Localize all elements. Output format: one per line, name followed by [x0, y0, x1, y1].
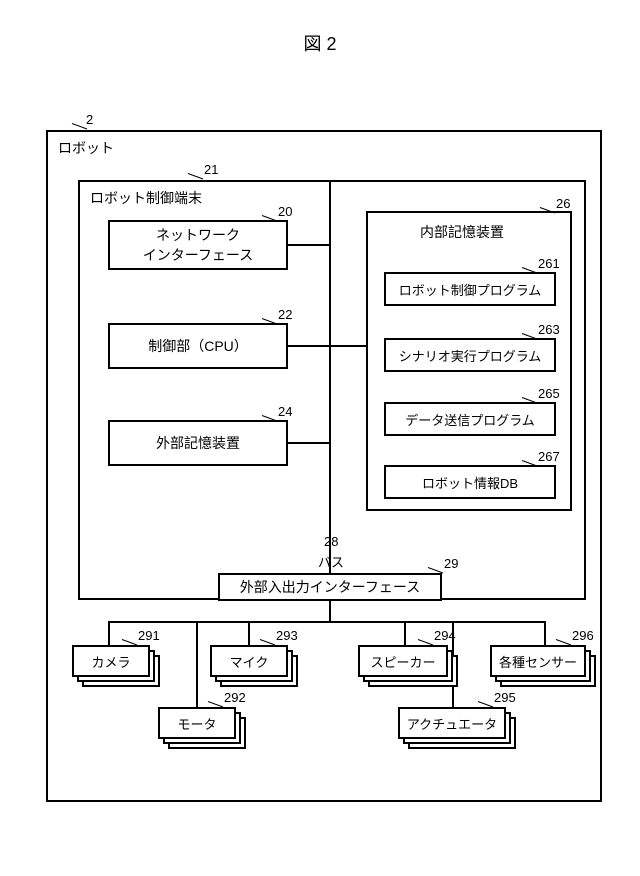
speaker-lead	[418, 634, 436, 644]
prog1-lead	[522, 262, 540, 272]
int-storage-label: 内部記憶装置	[418, 222, 506, 242]
prog2-ref: 263	[538, 322, 560, 337]
cpu-ref: 22	[278, 307, 292, 322]
camera-stack: カメラ	[72, 645, 160, 687]
bus-vline2	[329, 601, 331, 623]
motor-stack: モータ	[158, 707, 246, 749]
mic-label: マイク	[230, 652, 269, 671]
prog2-lead	[522, 328, 540, 338]
conn-ext-bus	[288, 442, 330, 444]
terminal-ref: 21	[204, 162, 218, 177]
bus-label: バス	[318, 552, 344, 571]
prog1-box: ロボット制御プログラム	[384, 272, 556, 306]
int-storage-ref: 26	[556, 196, 570, 211]
bus-ref: 28	[324, 534, 338, 549]
camera-lead	[122, 634, 140, 644]
actuator-ref: 295	[494, 690, 516, 705]
prog3-box: データ送信プログラム	[384, 402, 556, 436]
drop-camera	[108, 621, 110, 645]
motor-lead	[208, 696, 226, 706]
drop-mic	[248, 621, 250, 645]
int-storage-lead	[540, 202, 558, 212]
network-if-box: ネットワーク インターフェース	[108, 220, 288, 270]
ext-io-box: 外部入出力インターフェース	[218, 573, 442, 601]
speaker-label: スピーカー	[370, 652, 435, 671]
network-if-ref: 20	[278, 204, 292, 219]
motor-label: モータ	[177, 714, 216, 733]
actuator-lead	[478, 696, 496, 706]
network-if-lead	[262, 210, 280, 220]
terminal-label: ロボット制御端末	[88, 188, 204, 208]
cpu-lead	[262, 313, 280, 323]
conn-netif-bus	[288, 244, 330, 246]
ext-storage-box: 外部記憶装置	[108, 420, 288, 466]
mic-lead	[260, 634, 278, 644]
robot-label: ロボット	[56, 138, 116, 158]
motor-ref: 292	[224, 690, 246, 705]
prog3-ref: 265	[538, 386, 560, 401]
conn-storage-bus	[330, 345, 366, 347]
sensors-label: 各種センサー	[499, 652, 577, 671]
mic-stack: マイク	[210, 645, 298, 687]
bus-hline	[108, 621, 546, 623]
prog1-ref: 261	[538, 256, 560, 271]
conn-cpu-bus	[288, 345, 330, 347]
figure-title: 図 2	[303, 30, 336, 56]
sensors-stack: 各種センサー	[490, 645, 596, 687]
speaker-ref: 294	[434, 628, 456, 643]
sensors-lead	[556, 634, 574, 644]
db-box: ロボット情報DB	[384, 465, 556, 499]
mic-ref: 293	[276, 628, 298, 643]
ext-storage-ref: 24	[278, 404, 292, 419]
prog3-lead	[522, 392, 540, 402]
sensors-ref: 296	[572, 628, 594, 643]
drop-sensors	[544, 621, 546, 645]
robot-lead	[72, 118, 90, 128]
bus-vline	[329, 180, 331, 575]
camera-ref: 291	[138, 628, 160, 643]
drop-speaker	[404, 621, 406, 645]
db-ref: 267	[538, 449, 560, 464]
actuator-stack: アクチュエータ	[398, 707, 516, 749]
actuator-label: アクチュエータ	[407, 714, 497, 733]
speaker-stack: スピーカー	[358, 645, 458, 687]
ext-storage-lead	[262, 410, 280, 420]
camera-label: カメラ	[91, 652, 130, 671]
prog2-box: シナリオ実行プログラム	[384, 338, 556, 372]
drop-motor	[196, 621, 198, 707]
db-lead	[522, 455, 540, 465]
ext-io-lead	[428, 562, 446, 572]
terminal-lead	[188, 168, 206, 178]
cpu-box: 制御部（CPU）	[108, 323, 288, 369]
ext-io-ref: 29	[444, 556, 458, 571]
